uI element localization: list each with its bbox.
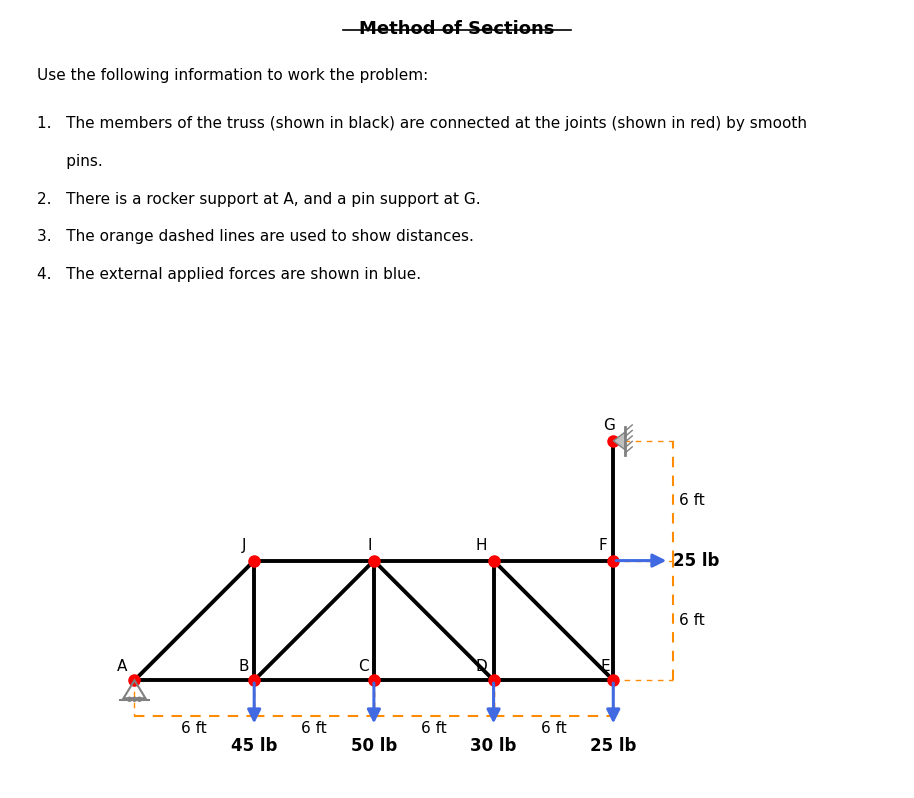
Text: 6 ft: 6 ft xyxy=(182,721,207,737)
Text: F: F xyxy=(599,538,608,552)
Text: 6 ft: 6 ft xyxy=(679,493,705,508)
Text: 50 lb: 50 lb xyxy=(351,737,397,755)
Text: 6 ft: 6 ft xyxy=(679,613,705,628)
Text: C: C xyxy=(358,659,369,674)
Text: 30 lb: 30 lb xyxy=(471,737,516,755)
Circle shape xyxy=(133,697,136,701)
Text: J: J xyxy=(242,538,247,552)
Text: 6 ft: 6 ft xyxy=(301,721,327,737)
Polygon shape xyxy=(613,432,625,450)
Text: Use the following information to work the problem:: Use the following information to work th… xyxy=(37,68,428,83)
Text: pins.: pins. xyxy=(37,153,102,168)
Text: Method of Sections: Method of Sections xyxy=(359,20,555,38)
Circle shape xyxy=(137,697,142,701)
Text: 6 ft: 6 ft xyxy=(540,721,567,737)
Text: 1.   The members of the truss (shown in black) are connected at the joints (show: 1. The members of the truss (shown in bl… xyxy=(37,116,806,131)
Text: B: B xyxy=(239,659,250,674)
Text: 6 ft: 6 ft xyxy=(420,721,447,737)
Text: E: E xyxy=(600,659,611,674)
Text: I: I xyxy=(367,538,372,552)
Text: 2.   There is a rocker support at A, and a pin support at G.: 2. There is a rocker support at A, and a… xyxy=(37,192,480,207)
Text: 3.   The orange dashed lines are used to show distances.: 3. The orange dashed lines are used to s… xyxy=(37,230,473,244)
Text: D: D xyxy=(476,659,487,674)
Text: 25 lb: 25 lb xyxy=(590,737,636,755)
Text: A: A xyxy=(117,659,128,674)
Text: H: H xyxy=(476,538,487,552)
Text: 45 lb: 45 lb xyxy=(231,737,277,755)
Circle shape xyxy=(127,697,132,701)
Text: 25 lb: 25 lb xyxy=(673,551,719,570)
Text: 4.   The external applied forces are shown in blue.: 4. The external applied forces are shown… xyxy=(37,267,420,282)
Text: G: G xyxy=(603,418,615,433)
